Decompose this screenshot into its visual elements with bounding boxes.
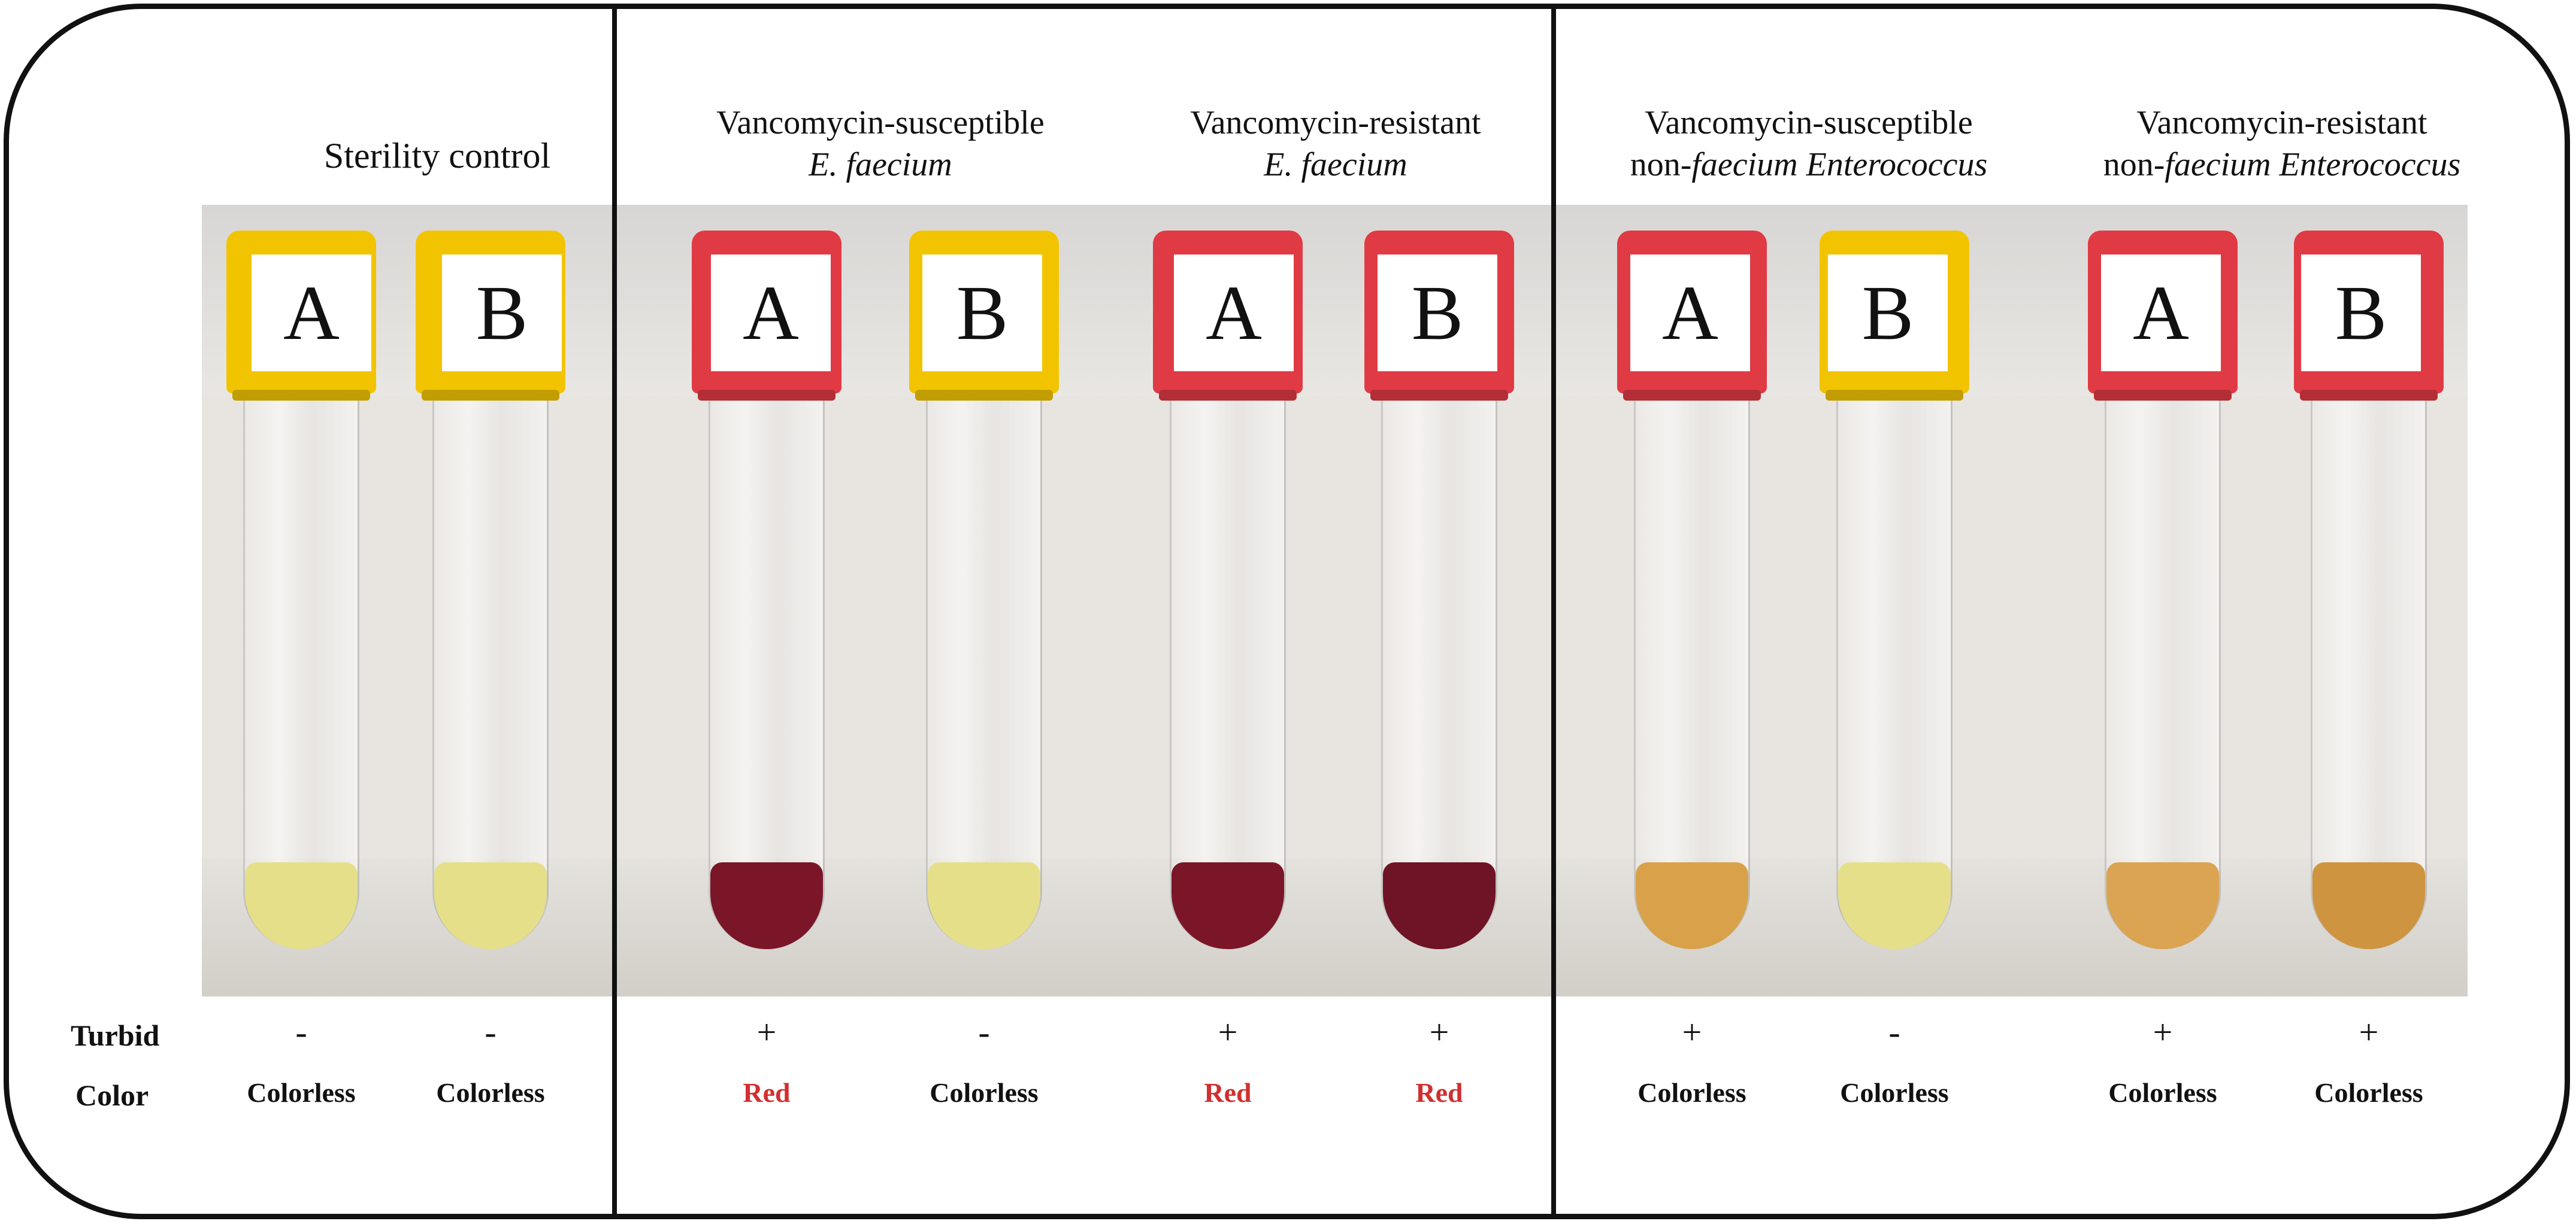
turbid-result: -	[1888, 1013, 1900, 1052]
color-result: Colorless	[1840, 1077, 1949, 1108]
group-title-line1: Vancomycin-resistant	[1190, 104, 1481, 141]
turbid-result: +	[1429, 1013, 1449, 1052]
turbid-result: -	[485, 1013, 497, 1052]
turbid-result: +	[1218, 1013, 1238, 1052]
turbid-result: +	[2359, 1013, 2379, 1052]
tube-glass	[1170, 302, 1286, 949]
group-title-vr-efaecium: Vancomycin-resistant E. faecium	[1132, 102, 1539, 186]
tube-label: A	[1174, 255, 1294, 371]
group-title-sterility: Sterility control	[258, 135, 617, 177]
color-result: Red	[1204, 1077, 1252, 1108]
tube-liquid	[1838, 862, 1951, 949]
tube-liquid	[928, 862, 1040, 949]
tube-glass	[2311, 302, 2427, 949]
group-title-vr-nonfaecium: Vancomycin-resistant non-faecium Enteroc…	[2054, 102, 2510, 186]
tube-liquid	[434, 862, 547, 949]
row-label-turbid: Turbid	[71, 1019, 160, 1052]
turbid-result: +	[756, 1013, 777, 1052]
section-divider	[612, 6, 617, 1218]
tube-label: A	[1630, 255, 1750, 371]
group-title-line2-prefix: non-	[1630, 146, 1692, 183]
tube-glass	[1381, 302, 1497, 949]
color-result: Red	[743, 1077, 791, 1108]
color-result: Colorless	[2108, 1077, 2217, 1108]
group-title-line2-italic: E. faecium	[809, 146, 952, 183]
tube-liquid	[2312, 862, 2425, 949]
color-result: Red	[1415, 1077, 1463, 1108]
color-result: Colorless	[1637, 1077, 1746, 1108]
tube-glass	[926, 302, 1042, 949]
group-title-line2-italic: faecium Enterococcus	[1691, 146, 1988, 183]
tube-liquid	[2106, 862, 2219, 949]
tube-label: B	[442, 255, 562, 371]
turbid-result: -	[978, 1013, 990, 1052]
tube-label: B	[1828, 255, 1948, 371]
tube-label: A	[252, 255, 371, 371]
tube-liquid	[245, 862, 358, 949]
color-result: Colorless	[2314, 1077, 2423, 1108]
row-label-color: Color	[75, 1078, 149, 1112]
tube-label: A	[2101, 255, 2221, 371]
section-divider	[1551, 6, 1556, 1218]
tube-liquid	[1383, 862, 1496, 949]
tube-glass	[1836, 302, 1953, 949]
group-title-line2-prefix: non-	[2103, 146, 2165, 183]
turbid-result: +	[2153, 1013, 2173, 1052]
group-title-line2-italic: faecium Enterococcus	[2165, 146, 2461, 183]
tube-label: A	[711, 255, 831, 371]
tube-label: B	[922, 255, 1042, 371]
tube-liquid	[710, 862, 823, 949]
tube-glass	[243, 302, 359, 949]
turbid-result: -	[295, 1013, 307, 1052]
tube-liquid	[1172, 862, 1284, 949]
tube-glass	[432, 302, 549, 949]
turbid-result: +	[1682, 1013, 1702, 1052]
group-title-vs-efaecium: Vancomycin-susceptible E. faecium	[659, 102, 1102, 186]
tube-liquid	[1636, 862, 1748, 949]
tube-label: B	[1378, 255, 1497, 371]
figure-frame	[4, 4, 2570, 1219]
group-title-vs-nonfaecium: Vancomycin-susceptible non-faecium Enter…	[1581, 102, 2036, 186]
color-result: Colorless	[930, 1077, 1039, 1108]
group-title-line1: Sterility control	[323, 136, 551, 175]
color-result: Colorless	[436, 1077, 545, 1108]
group-title-line1: Vancomycin-resistant	[2136, 104, 2427, 141]
group-title-line2-italic: E. faecium	[1264, 146, 1407, 183]
tube-label: B	[2301, 255, 2421, 371]
group-title-line1: Vancomycin-susceptible	[716, 104, 1045, 141]
group-title-line1: Vancomycin-susceptible	[1645, 104, 1973, 141]
tube-glass	[709, 302, 825, 949]
color-result: Colorless	[247, 1077, 356, 1108]
